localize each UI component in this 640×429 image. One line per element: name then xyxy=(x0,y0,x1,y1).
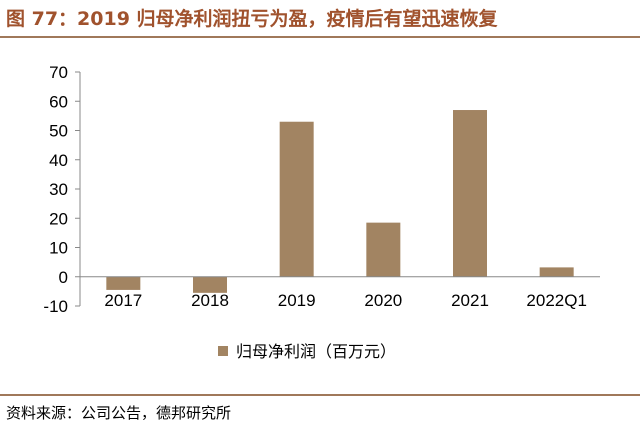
footer-divider xyxy=(0,394,640,396)
bar-2020 xyxy=(366,222,401,277)
legend-label: 归母净利润（百万元） xyxy=(236,342,396,361)
y-tick-label: 20 xyxy=(49,209,68,228)
legend-swatch xyxy=(218,346,228,356)
x-tick-label: 2018 xyxy=(191,291,229,310)
x-tick-label: 2017 xyxy=(104,291,142,310)
y-tick-label: -10 xyxy=(43,297,68,316)
y-tick-label: 10 xyxy=(49,239,68,258)
chart-title: 图 77：2019 归母净利润扭亏为盈，疫情后有望迅速恢复 xyxy=(6,8,498,30)
y-tick-label: 50 xyxy=(49,122,68,141)
y-tick-label: 40 xyxy=(49,151,68,170)
title-divider xyxy=(0,36,640,38)
y-tick-label: 60 xyxy=(49,92,68,111)
bar-2018 xyxy=(193,276,227,293)
x-tick-label: 2020 xyxy=(364,291,402,310)
x-tick-label: 2022Q1 xyxy=(526,291,587,310)
bar-2017 xyxy=(106,276,141,290)
bar-chart: -10 0 10 20 30 40 50 60 70 2017 2018 2019 2020 2021 20… xyxy=(43,63,600,361)
source-note: 资料来源：公司公告，德邦研究所 xyxy=(6,404,232,422)
x-tick-label: 2019 xyxy=(278,291,316,310)
x-tick-label: 2021 xyxy=(451,291,489,310)
bar-2019 xyxy=(279,121,314,277)
y-tick-label: 70 xyxy=(49,63,68,82)
y-tick-label: 30 xyxy=(49,180,68,199)
y-tick-label: 0 xyxy=(59,268,68,287)
bar-2022Q1 xyxy=(539,267,574,277)
bar-2021 xyxy=(453,110,487,277)
